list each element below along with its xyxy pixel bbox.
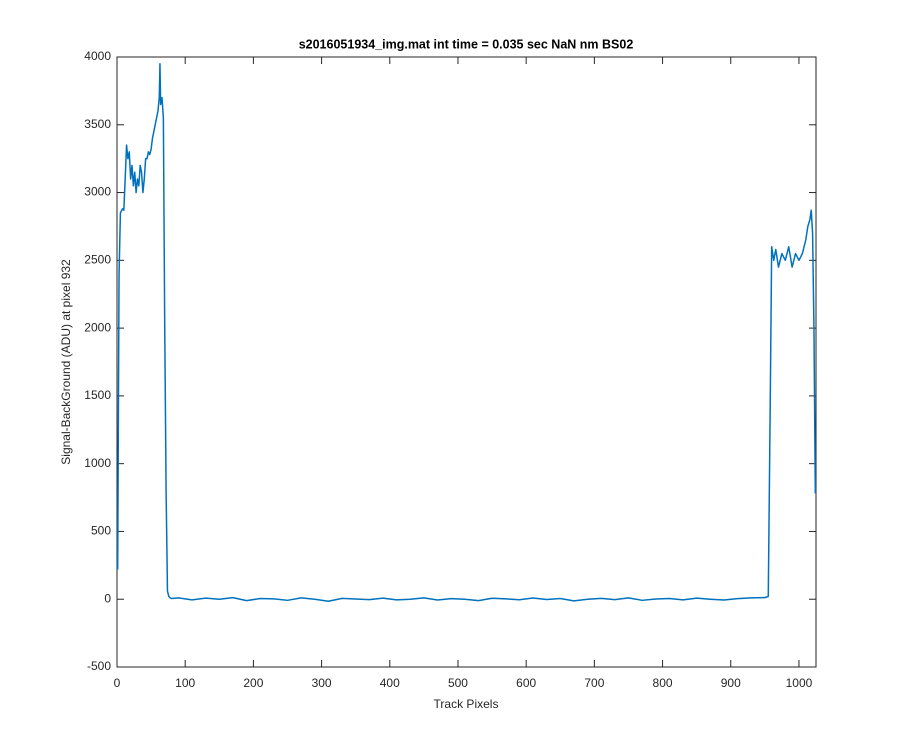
x-tick-label: 0 <box>114 676 121 690</box>
chart-title: s2016051934_img.mat int time = 0.035 sec… <box>299 37 634 51</box>
data-line <box>116 63 817 603</box>
y-tick-label: 0 <box>104 591 111 605</box>
x-tick-label: 800 <box>653 676 673 690</box>
y-tick-label: 3000 <box>84 185 111 199</box>
x-tick-label: 500 <box>448 676 468 690</box>
x-tick-label: 900 <box>721 676 741 690</box>
y-tick-label: 1500 <box>84 388 111 402</box>
y-tick-label: 2000 <box>84 320 111 334</box>
x-tick-label: 300 <box>312 676 332 690</box>
y-tick-label: 3500 <box>84 117 111 131</box>
x-tick-label: 200 <box>243 676 263 690</box>
y-tick-label: -500 <box>87 659 111 673</box>
y-tick-label: 500 <box>91 524 111 538</box>
x-tick-label: 600 <box>516 676 536 690</box>
y-axis-label: Signal-BackGround (ADU) at pixel 932 <box>59 259 73 465</box>
x-tick-label: 400 <box>380 676 400 690</box>
y-tick-label: 4000 <box>84 49 111 63</box>
y-tick-label: 2500 <box>84 253 111 267</box>
y-tick-label: 1000 <box>84 456 111 470</box>
x-tick-label: 1000 <box>786 676 813 690</box>
x-tick-label: 700 <box>584 676 604 690</box>
plot-area <box>116 56 817 668</box>
x-axis-label: Track Pixels <box>434 697 499 711</box>
x-tick-label: 100 <box>175 676 195 690</box>
